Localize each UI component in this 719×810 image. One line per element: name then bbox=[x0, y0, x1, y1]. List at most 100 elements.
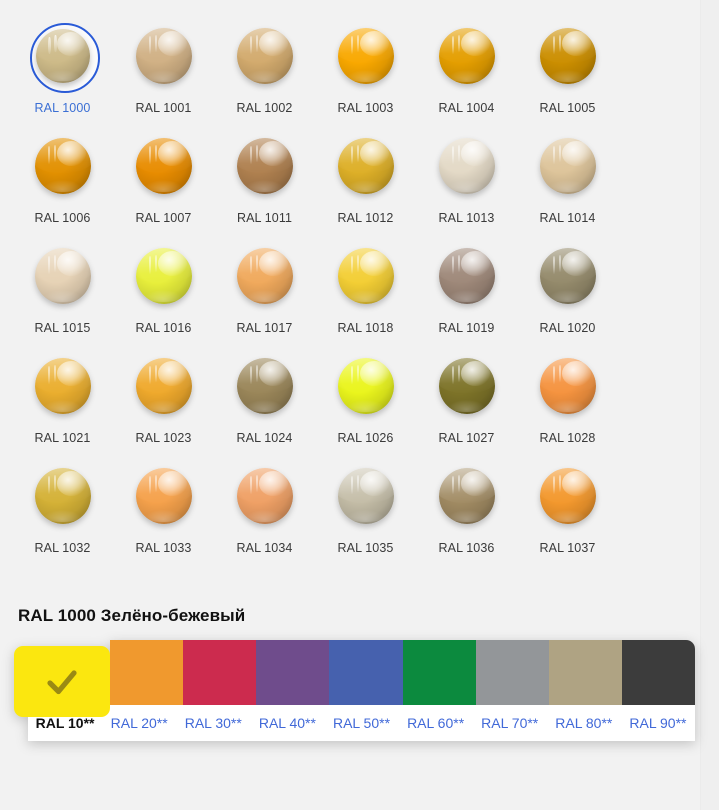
sphere-streak1 bbox=[451, 365, 455, 384]
sphere-bounce bbox=[43, 400, 82, 413]
sphere-streak2 bbox=[256, 364, 259, 382]
swatch-ral-1000[interactable]: RAL 1000 bbox=[12, 14, 113, 124]
swatch-label: RAL 1016 bbox=[135, 321, 192, 335]
color-sphere bbox=[236, 248, 293, 304]
swatch-ral-1001[interactable]: RAL 1001 bbox=[113, 14, 214, 124]
swatch-ral-1023[interactable]: RAL 1023 bbox=[113, 344, 214, 454]
family-label[interactable]: RAL 60** bbox=[407, 715, 465, 731]
sphere-streak1 bbox=[451, 475, 455, 494]
swatch-ral-1032[interactable]: RAL 1032 bbox=[12, 454, 113, 564]
sphere-spec bbox=[561, 361, 591, 386]
swatch-ral-1018[interactable]: RAL 1018 bbox=[315, 234, 416, 344]
swatch-ral-1004[interactable]: RAL 1004 bbox=[416, 14, 517, 124]
family-label[interactable]: RAL 10** bbox=[35, 715, 95, 731]
swatch-ral-1007[interactable]: RAL 1007 bbox=[113, 124, 214, 234]
color-sphere bbox=[34, 468, 91, 524]
family-label[interactable]: RAL 40** bbox=[258, 715, 316, 731]
color-sphere bbox=[438, 28, 495, 84]
swatch-ral-1015[interactable]: RAL 1015 bbox=[12, 234, 113, 344]
swatch-ral-1026[interactable]: RAL 1026 bbox=[315, 344, 416, 454]
swatch-sphere-wrap bbox=[532, 350, 604, 422]
sphere-streak1 bbox=[249, 255, 253, 274]
swatch-ral-1021[interactable]: RAL 1021 bbox=[12, 344, 113, 454]
swatch-ral-1019[interactable]: RAL 1019 bbox=[416, 234, 517, 344]
family-band-60[interactable] bbox=[402, 640, 476, 705]
color-sphere bbox=[34, 358, 91, 414]
swatch-sphere-wrap bbox=[330, 350, 402, 422]
sphere-bounce bbox=[43, 290, 82, 303]
swatch-ral-1011[interactable]: RAL 1011 bbox=[214, 124, 315, 234]
swatch-ral-1035[interactable]: RAL 1035 bbox=[315, 454, 416, 564]
swatch-label: RAL 1007 bbox=[135, 211, 192, 225]
family-band-20[interactable] bbox=[110, 640, 184, 705]
sphere-spec bbox=[359, 31, 389, 56]
family-band-90[interactable] bbox=[621, 640, 695, 705]
swatch-label: RAL 1002 bbox=[236, 101, 293, 115]
family-band-30[interactable] bbox=[183, 640, 257, 705]
right-gutter bbox=[700, 0, 719, 810]
swatch-ral-1012[interactable]: RAL 1012 bbox=[315, 124, 416, 234]
color-sphere bbox=[135, 358, 192, 414]
swatch-ral-1002[interactable]: RAL 1002 bbox=[214, 14, 315, 124]
swatch-ral-1027[interactable]: RAL 1027 bbox=[416, 344, 517, 454]
family-label[interactable]: RAL 30** bbox=[184, 715, 242, 731]
swatch-sphere-wrap bbox=[431, 350, 503, 422]
color-sphere bbox=[135, 138, 192, 194]
sphere-bounce bbox=[144, 290, 183, 303]
swatch-sphere-wrap bbox=[128, 20, 200, 92]
family-band-40[interactable] bbox=[256, 640, 330, 705]
sphere-streak1 bbox=[249, 475, 253, 494]
swatch-label: RAL 1032 bbox=[34, 541, 91, 555]
swatch-ral-1006[interactable]: RAL 1006 bbox=[12, 124, 113, 234]
sphere-spec bbox=[561, 31, 591, 56]
family-label[interactable]: RAL 90** bbox=[629, 715, 687, 731]
sphere-spec bbox=[460, 31, 490, 56]
sphere-streak1 bbox=[148, 475, 152, 494]
sphere-bounce bbox=[245, 400, 284, 413]
sphere-spec bbox=[561, 141, 591, 166]
swatch-ral-1014[interactable]: RAL 1014 bbox=[517, 124, 618, 234]
family-label[interactable]: RAL 80** bbox=[555, 715, 613, 731]
swatch-label: RAL 1000 bbox=[34, 101, 91, 115]
color-swatch-grid: RAL 1000 RAL 1001 RAL 1002 RAL 1003 RAL 1004… bbox=[12, 14, 618, 564]
family-band-80[interactable] bbox=[548, 640, 622, 705]
sphere-spec bbox=[359, 361, 389, 386]
swatch-ral-1016[interactable]: RAL 1016 bbox=[113, 234, 214, 344]
sphere-bounce bbox=[43, 510, 82, 523]
sphere-spec bbox=[157, 251, 187, 276]
swatch-label: RAL 1004 bbox=[438, 101, 495, 115]
family-band-70[interactable] bbox=[475, 640, 549, 705]
swatch-ral-1037[interactable]: RAL 1037 bbox=[517, 454, 618, 564]
sphere-streak2 bbox=[54, 364, 57, 382]
sphere-streak2 bbox=[458, 474, 461, 492]
family-label-row: RAL 10** RAL 20** RAL 30** RAL 40** RAL 50**… bbox=[28, 705, 695, 741]
active-family-tab[interactable] bbox=[14, 646, 110, 717]
swatch-sphere-wrap bbox=[532, 20, 604, 92]
sphere-streak1 bbox=[552, 365, 556, 384]
swatch-ral-1036[interactable]: RAL 1036 bbox=[416, 454, 517, 564]
swatch-ral-1020[interactable]: RAL 1020 bbox=[517, 234, 618, 344]
swatch-ral-1033[interactable]: RAL 1033 bbox=[113, 454, 214, 564]
swatch-ral-1005[interactable]: RAL 1005 bbox=[517, 14, 618, 124]
sphere-spec bbox=[359, 141, 389, 166]
sphere-streak1 bbox=[350, 365, 354, 384]
color-sphere bbox=[34, 138, 91, 194]
swatch-ral-1017[interactable]: RAL 1017 bbox=[214, 234, 315, 344]
family-band-50[interactable] bbox=[329, 640, 403, 705]
swatch-ral-1028[interactable]: RAL 1028 bbox=[517, 344, 618, 454]
swatch-sphere-wrap bbox=[27, 350, 99, 422]
swatch-sphere-wrap bbox=[330, 130, 402, 202]
sphere-spec bbox=[56, 141, 86, 166]
color-sphere bbox=[337, 28, 394, 84]
swatch-ral-1013[interactable]: RAL 1013 bbox=[416, 124, 517, 234]
sphere-spec bbox=[56, 471, 86, 496]
swatch-sphere-wrap bbox=[27, 240, 99, 312]
swatch-ral-1024[interactable]: RAL 1024 bbox=[214, 344, 315, 454]
swatch-ral-1034[interactable]: RAL 1034 bbox=[214, 454, 315, 564]
family-label[interactable]: RAL 20** bbox=[110, 715, 168, 731]
swatch-ral-1003[interactable]: RAL 1003 bbox=[315, 14, 416, 124]
family-label[interactable]: RAL 70** bbox=[481, 715, 539, 731]
sphere-streak1 bbox=[148, 365, 152, 384]
sphere-streak2 bbox=[256, 254, 259, 272]
family-label[interactable]: RAL 50** bbox=[332, 715, 391, 731]
